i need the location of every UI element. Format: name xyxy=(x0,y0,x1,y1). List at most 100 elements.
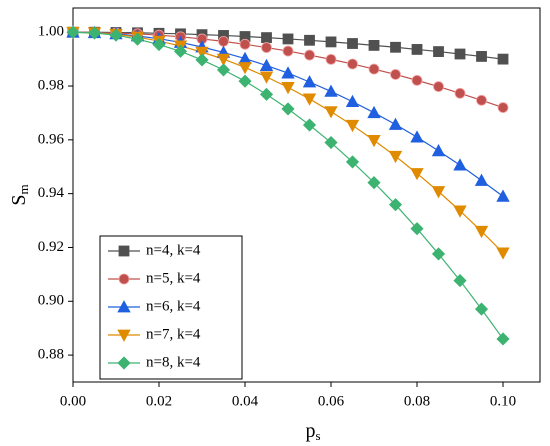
y-tick-label: 0.92 xyxy=(38,239,64,255)
marker xyxy=(261,32,272,43)
marker xyxy=(368,40,380,51)
y-tick-label: 0.96 xyxy=(38,131,65,147)
x-label-main: p xyxy=(305,420,315,442)
marker xyxy=(259,58,274,71)
marker xyxy=(130,32,145,46)
y-label-main: S xyxy=(8,195,30,206)
marker xyxy=(476,51,487,62)
marker xyxy=(476,94,487,106)
marker xyxy=(367,134,381,148)
marker xyxy=(238,51,252,64)
marker xyxy=(259,71,274,84)
y-axis-label: Sm xyxy=(8,184,31,205)
marker xyxy=(347,38,358,49)
marker xyxy=(239,38,251,50)
marker xyxy=(454,48,466,60)
x-axis-label: ps xyxy=(305,420,320,443)
legend-label: n=5, k=4 xyxy=(146,270,201,286)
marker xyxy=(118,273,130,285)
marker xyxy=(388,198,403,212)
marker xyxy=(325,53,337,65)
marker xyxy=(117,356,131,370)
marker xyxy=(87,26,102,40)
marker xyxy=(496,247,510,260)
y-tick-label: 0.98 xyxy=(38,77,64,93)
marker xyxy=(367,176,381,190)
marker xyxy=(324,135,338,150)
marker xyxy=(474,173,489,186)
marker xyxy=(324,84,338,97)
marker xyxy=(410,222,424,236)
marker xyxy=(304,34,315,46)
y-tick-label: 0.94 xyxy=(38,185,65,201)
marker xyxy=(282,45,294,57)
marker xyxy=(238,74,252,88)
y-tick-label: 0.90 xyxy=(38,293,64,309)
marker xyxy=(368,63,380,75)
plot-frame xyxy=(72,7,541,383)
marker xyxy=(390,69,401,80)
x-tick-label: 0.00 xyxy=(60,393,86,409)
marker xyxy=(117,300,131,313)
marker xyxy=(453,158,467,171)
marker xyxy=(453,205,467,218)
marker xyxy=(388,150,403,164)
marker xyxy=(118,245,130,257)
marker xyxy=(152,38,166,52)
marker xyxy=(216,53,231,66)
marker xyxy=(261,42,272,53)
marker xyxy=(345,155,360,169)
marker xyxy=(431,144,446,157)
legend-label: n=6, k=4 xyxy=(146,298,201,314)
x-tick-label: 0.06 xyxy=(318,393,345,409)
marker xyxy=(238,62,252,75)
marker xyxy=(474,225,489,239)
marker xyxy=(345,94,360,108)
legend-label: n=7, k=4 xyxy=(146,326,201,342)
x-tick-label: 0.02 xyxy=(146,393,172,409)
marker xyxy=(302,118,317,132)
marker xyxy=(453,273,467,288)
x-tick-label: 0.04 xyxy=(232,393,259,409)
x-tick-label: 0.10 xyxy=(490,393,516,409)
marker xyxy=(109,28,123,42)
marker xyxy=(195,53,209,67)
marker xyxy=(216,63,231,77)
marker xyxy=(282,33,294,45)
marker xyxy=(281,66,295,79)
marker xyxy=(411,44,423,55)
marker xyxy=(325,36,337,48)
marker xyxy=(117,329,131,342)
marker xyxy=(218,35,229,47)
marker xyxy=(259,87,274,101)
marker xyxy=(302,93,317,106)
marker xyxy=(195,46,209,59)
legend-label: n=8, k=4 xyxy=(146,354,201,370)
marker xyxy=(324,106,338,119)
marker xyxy=(433,81,444,92)
legend-label: n=4, k=4 xyxy=(146,242,201,258)
marker xyxy=(302,75,317,88)
marker xyxy=(431,186,446,199)
marker xyxy=(390,41,401,53)
marker xyxy=(454,87,466,99)
marker xyxy=(345,119,360,133)
marker xyxy=(410,168,424,181)
x-tick-label: 0.08 xyxy=(404,393,430,409)
legend: n=4, k=4 n=5, k=4 n=6, k=4 n=7, k=4 n=8, k=4 xyxy=(99,235,243,380)
marker xyxy=(173,44,188,58)
series-line xyxy=(72,31,504,254)
marker xyxy=(388,117,403,130)
y-tick-label: 1.00 xyxy=(38,24,64,40)
marker xyxy=(367,105,381,119)
marker xyxy=(281,102,295,116)
marker xyxy=(497,102,509,113)
marker xyxy=(496,332,510,346)
marker xyxy=(66,25,80,39)
marker xyxy=(411,74,423,86)
marker xyxy=(433,46,444,57)
marker xyxy=(347,58,358,70)
marker xyxy=(497,53,509,65)
marker xyxy=(304,49,315,61)
